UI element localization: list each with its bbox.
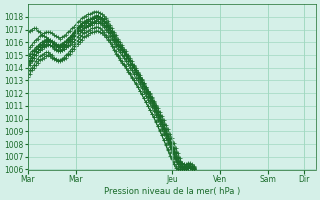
X-axis label: Pression niveau de la mer( hPa ): Pression niveau de la mer( hPa ) <box>104 187 240 196</box>
